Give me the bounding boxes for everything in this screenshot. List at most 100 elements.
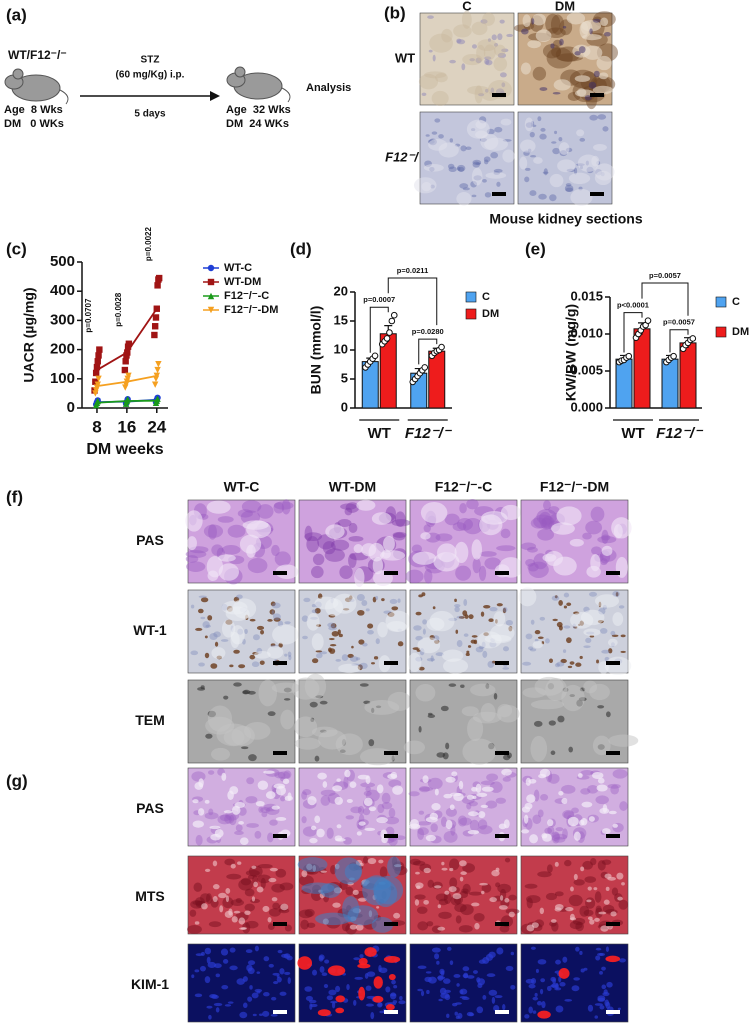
scale-bar — [273, 571, 287, 575]
texture — [593, 70, 600, 78]
texture — [459, 502, 467, 514]
texture — [427, 777, 443, 790]
texture — [608, 734, 639, 747]
texture — [602, 804, 608, 813]
texture — [244, 888, 255, 897]
texture — [524, 1014, 530, 1019]
scale-bar — [492, 93, 506, 97]
scale-bar — [590, 192, 604, 196]
texture — [261, 811, 268, 818]
texture — [487, 660, 495, 668]
texture — [470, 683, 496, 697]
texture — [218, 554, 236, 562]
texture — [496, 947, 504, 955]
texture — [381, 549, 391, 559]
texture — [376, 1002, 383, 1008]
texture — [554, 891, 564, 897]
texture — [548, 773, 560, 784]
texture — [475, 120, 487, 129]
texture — [245, 920, 259, 929]
texture — [235, 824, 243, 832]
point — [689, 335, 697, 342]
dose: (60 mg/Kg) i.p. — [116, 70, 185, 81]
texture — [502, 606, 508, 613]
texture — [202, 621, 210, 629]
texture — [418, 810, 425, 815]
texture — [413, 625, 422, 631]
scale-bar — [495, 571, 509, 575]
texture — [412, 551, 437, 565]
texture — [601, 649, 610, 654]
scale-bar — [384, 751, 398, 755]
point — [155, 361, 162, 368]
texture — [203, 524, 224, 538]
texture — [580, 788, 591, 795]
texture — [588, 816, 595, 822]
texture — [317, 1009, 331, 1017]
texture — [556, 661, 565, 667]
texture — [575, 946, 580, 952]
texture — [505, 965, 514, 972]
texture — [368, 739, 375, 747]
texture — [187, 925, 202, 934]
texture — [208, 1014, 212, 1020]
texture — [195, 834, 203, 846]
point — [388, 317, 396, 325]
texture — [315, 650, 323, 653]
texture — [617, 1007, 621, 1011]
texture — [427, 15, 434, 19]
texture — [367, 857, 377, 865]
texture — [479, 882, 488, 886]
scale-bar — [273, 834, 287, 838]
texture — [191, 771, 206, 782]
scale-bar — [606, 922, 620, 926]
texture — [241, 746, 249, 750]
texture — [502, 776, 511, 782]
texture — [251, 992, 259, 999]
texture — [276, 976, 282, 983]
bracket — [641, 282, 689, 316]
texture — [463, 517, 483, 535]
texture — [481, 883, 492, 893]
texture — [209, 825, 221, 830]
texture — [502, 667, 510, 670]
texture — [353, 544, 363, 554]
texture — [391, 979, 396, 985]
texture — [358, 639, 365, 645]
texture — [495, 797, 507, 804]
texture — [256, 886, 264, 893]
texture — [385, 986, 391, 993]
texture — [592, 771, 604, 780]
texture — [211, 647, 226, 659]
texture — [529, 131, 535, 138]
texture — [271, 602, 281, 609]
texture — [294, 737, 321, 750]
texture — [287, 977, 291, 984]
texture — [441, 28, 453, 43]
texture — [545, 638, 550, 644]
texture — [585, 637, 592, 644]
texture — [413, 177, 437, 194]
texture — [344, 863, 362, 881]
texture — [206, 956, 211, 964]
texture — [461, 63, 466, 71]
texture — [225, 895, 230, 903]
texture — [493, 611, 506, 627]
texture — [301, 615, 309, 622]
texture — [610, 784, 620, 795]
texture — [430, 655, 434, 662]
texture — [229, 947, 236, 953]
texture — [486, 973, 496, 978]
texture — [501, 82, 506, 88]
texture — [595, 947, 602, 951]
texture — [524, 883, 538, 889]
texture — [493, 44, 506, 57]
texture — [356, 831, 362, 836]
texture — [428, 138, 448, 151]
point — [95, 375, 102, 382]
texture — [204, 652, 210, 659]
texture — [504, 898, 510, 903]
texture — [431, 803, 441, 811]
texture — [247, 996, 253, 1002]
texture — [309, 701, 318, 708]
